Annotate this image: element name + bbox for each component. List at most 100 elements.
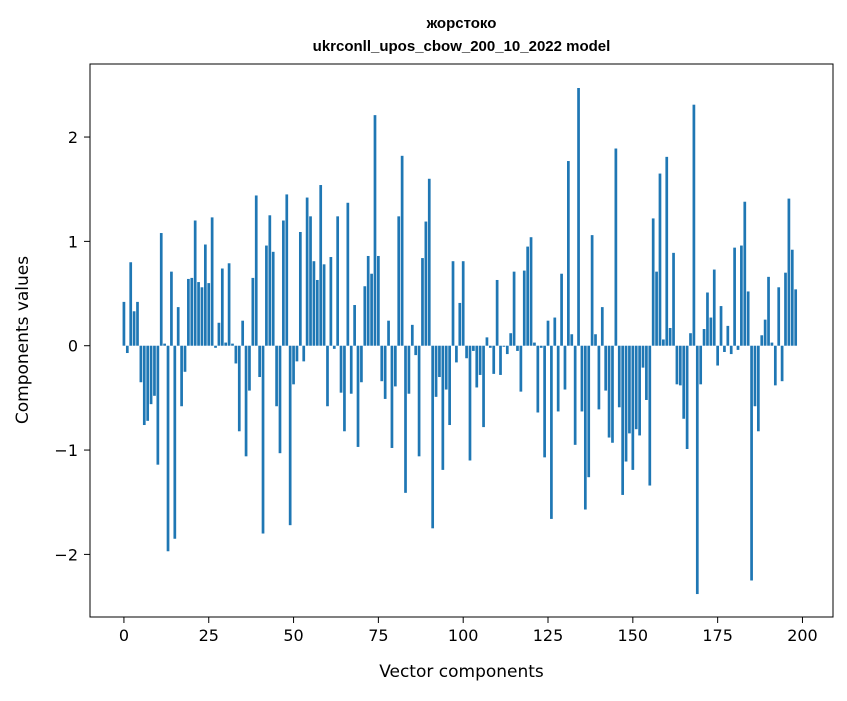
bar	[427, 178, 431, 346]
bar	[302, 345, 306, 362]
bar	[404, 345, 407, 493]
bar	[577, 88, 580, 346]
bar	[234, 345, 238, 364]
bar	[417, 345, 421, 457]
bar	[726, 325, 730, 346]
bar	[132, 311, 136, 346]
bar	[142, 345, 146, 426]
bar	[241, 320, 245, 346]
bar	[370, 273, 373, 346]
x-tick-label: 175	[702, 626, 733, 645]
bar	[125, 345, 129, 354]
bar	[475, 345, 479, 388]
bar	[634, 345, 638, 430]
bar	[767, 276, 770, 346]
bar	[502, 345, 506, 347]
bar	[166, 345, 170, 552]
bar	[373, 115, 377, 346]
bar	[641, 345, 645, 368]
y-axis-label: Components values	[13, 256, 33, 424]
bar	[451, 261, 455, 346]
bar	[505, 345, 509, 355]
bar	[339, 345, 343, 393]
bar	[251, 277, 255, 346]
bar	[383, 345, 387, 399]
bar	[183, 345, 187, 372]
bar	[309, 216, 312, 346]
bar	[628, 345, 631, 434]
bar	[594, 334, 597, 346]
bar	[278, 345, 282, 454]
bar	[207, 283, 211, 346]
bar	[695, 345, 699, 595]
bar	[533, 342, 536, 346]
bar	[258, 345, 261, 378]
bar	[312, 261, 316, 346]
bar	[600, 307, 604, 346]
bar	[692, 104, 696, 346]
x-axis-label: Vector components	[379, 662, 544, 682]
x-tick-label: 50	[283, 626, 303, 645]
bar	[624, 345, 628, 462]
bar	[424, 221, 428, 346]
bar	[556, 345, 560, 412]
bar	[753, 345, 757, 407]
bar	[465, 345, 468, 359]
bar	[441, 345, 445, 470]
bar	[149, 345, 153, 405]
bar	[482, 345, 485, 428]
bar	[326, 345, 329, 407]
x-tick-label: 75	[368, 626, 388, 645]
bar	[254, 195, 258, 346]
bar	[343, 345, 346, 432]
bar	[689, 333, 692, 346]
bar	[553, 317, 557, 346]
bar	[784, 272, 787, 346]
bar	[472, 345, 475, 351]
bar	[763, 319, 767, 346]
bar	[397, 216, 401, 346]
bar	[353, 305, 356, 346]
bar	[237, 345, 241, 432]
y-tick-label: 0	[68, 337, 78, 356]
bar	[139, 345, 143, 383]
chart-title: жорстоко	[426, 15, 497, 32]
bar	[682, 345, 686, 419]
bar	[400, 155, 404, 346]
bar	[292, 345, 295, 385]
bar	[285, 194, 289, 346]
bar	[509, 333, 513, 346]
bar	[611, 345, 614, 443]
bar	[360, 345, 363, 383]
y-tick-label: −1	[54, 441, 78, 460]
bar	[431, 345, 435, 529]
bar	[587, 345, 591, 478]
bar	[746, 291, 750, 346]
bar	[773, 345, 777, 386]
bar	[770, 342, 774, 346]
bar	[658, 173, 662, 346]
bar	[645, 345, 648, 400]
bar	[662, 339, 665, 346]
bar	[678, 345, 682, 386]
bar	[200, 287, 204, 346]
bar	[563, 345, 567, 390]
bar	[156, 345, 160, 465]
bar	[750, 345, 753, 581]
bar	[539, 345, 543, 348]
bars-group	[122, 88, 798, 595]
bar	[349, 345, 353, 394]
bar	[363, 286, 367, 346]
bar	[356, 345, 360, 447]
bar	[346, 202, 350, 346]
bar	[617, 345, 621, 408]
bar	[787, 198, 791, 346]
bar	[543, 345, 546, 458]
bar	[129, 262, 133, 346]
bar	[329, 257, 333, 346]
bar	[203, 244, 207, 346]
bar	[522, 270, 526, 346]
bar	[736, 345, 740, 350]
bar	[261, 345, 265, 534]
